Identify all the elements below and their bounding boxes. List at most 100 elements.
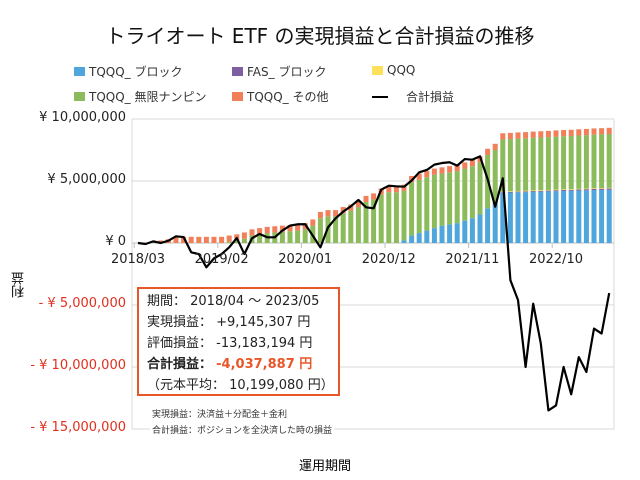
bar-segment (462, 220, 468, 243)
bar-segment (416, 179, 422, 234)
bar-segment (545, 191, 551, 243)
bar-segment (287, 231, 293, 243)
bar-segment (591, 128, 597, 135)
bar-segment (523, 191, 529, 193)
bar-segment (378, 194, 384, 243)
bar-segment (553, 136, 559, 190)
bar-segment (355, 200, 361, 208)
bar-segment (447, 224, 453, 243)
legend-label: TQQQ_ その他 (247, 90, 329, 104)
bar-segment (325, 210, 331, 217)
bar-segment (599, 189, 605, 243)
bar-segment (272, 226, 278, 233)
bar-segment (530, 191, 536, 192)
x-tick-label: 2021/11 (445, 252, 499, 267)
bar-segment (515, 192, 521, 243)
bar-segment (431, 174, 437, 229)
bar-segment (226, 235, 232, 242)
x-tick-label: 2019/02 (195, 252, 249, 267)
legend-item-qqq: QQQ (372, 63, 415, 77)
bar-segment (500, 133, 506, 140)
bar-segment (515, 138, 521, 191)
bar-segment (583, 189, 589, 191)
bar-segment (561, 190, 567, 243)
bar-segment (386, 185, 392, 193)
note-realized: 実現損益：決済益＋分配金＋金利 (150, 407, 290, 420)
bar-segment (348, 210, 354, 243)
bar-segment (454, 171, 460, 224)
bar-segment (553, 191, 559, 243)
bar-segment (530, 191, 536, 243)
y-tick-label: ¥ 10,000,000 (39, 110, 126, 125)
bar-segment (523, 132, 529, 139)
bar-segment (606, 188, 612, 190)
bar-segment (500, 139, 506, 192)
bar-segment (462, 162, 468, 169)
bar-segment (257, 228, 263, 235)
bar-segment (462, 168, 468, 221)
legend-label: FAS_ ブロック (247, 65, 327, 79)
bar-segment (454, 223, 460, 243)
bar-segment (264, 226, 270, 234)
bar-segment (599, 188, 605, 189)
bar-segment (538, 190, 544, 192)
bar-segment (492, 203, 498, 243)
bar-segment (181, 236, 187, 243)
x-tick-label: 2022/10 (529, 252, 583, 267)
bar-segment (211, 236, 217, 243)
bar-segment (523, 138, 529, 191)
x-tick-label: 2018/03 (111, 252, 165, 267)
y-tick-label: ¥ 0 (105, 234, 126, 249)
bar-segment (439, 173, 445, 226)
bar-segment (553, 190, 559, 192)
bar-segment (477, 214, 483, 243)
bar-segment (538, 191, 544, 243)
bar-segment (568, 189, 574, 190)
bar-segment (310, 219, 316, 226)
y-tick-label: - ¥ 15,000,000 (30, 420, 126, 435)
bar-segment (576, 188, 582, 190)
bar-segment (401, 190, 407, 241)
bar-segment (416, 233, 422, 243)
bar-segment (530, 190, 536, 192)
bar-segment (507, 191, 513, 192)
bar-segment (515, 132, 521, 139)
bar-segment (226, 241, 232, 243)
legend-item-fas-block: FAS_ ブロック (232, 63, 326, 80)
bar-segment (469, 218, 475, 243)
bar-segment (492, 150, 498, 204)
bar-segment (538, 131, 544, 138)
bar-segment (454, 164, 460, 172)
bar-segment (431, 168, 437, 175)
bar-segment (583, 128, 589, 136)
bar-segment (363, 202, 369, 243)
bar-segment (599, 188, 605, 190)
summary-principal: （元本平均： 10,199,080 円） (147, 378, 334, 393)
bar-segment (591, 188, 597, 189)
bar-segment (583, 188, 589, 190)
bar-segment (340, 207, 346, 214)
y-axis-title: 利益 (12, 272, 27, 298)
legend-item-tqqq-block: TQQQ_ ブロック (74, 63, 182, 80)
bar-segment (591, 188, 597, 191)
bar-segment (203, 236, 209, 243)
bar-segment (599, 128, 605, 135)
summary-unrealized: 評価損益： -13,183,194 円 (147, 336, 313, 351)
bar-segment (606, 127, 612, 135)
bar-segment (515, 191, 521, 193)
legend-item-total: 合計損益 (372, 88, 454, 105)
bar-segment (500, 192, 506, 243)
bar-segment (507, 139, 513, 192)
bar-segment (348, 204, 354, 211)
bar-segment (424, 171, 430, 178)
legend-label: 合計損益 (406, 90, 455, 104)
bar-segment (416, 173, 422, 180)
bar-segment (530, 137, 536, 191)
bar-segment (523, 190, 529, 192)
bar-segment (561, 189, 567, 190)
bar-segment (188, 236, 194, 243)
bar-segment (401, 240, 407, 243)
note-total: 合計損益：ポジションを全決済した時の損益 (150, 423, 335, 436)
